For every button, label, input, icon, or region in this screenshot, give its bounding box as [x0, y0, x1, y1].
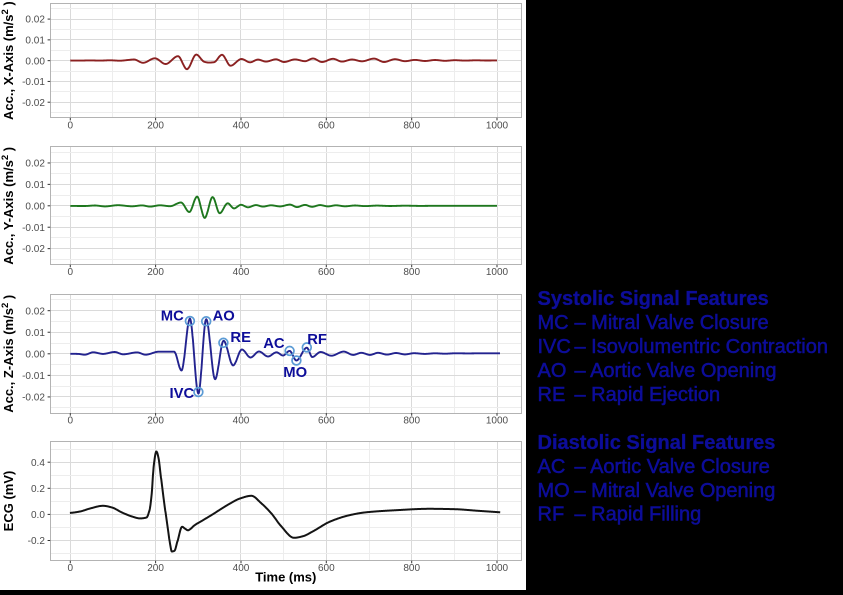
svg-text:AO: AO [213, 309, 235, 325]
svg-text:0.02: 0.02 [25, 159, 45, 170]
svg-text:0.0: 0.0 [31, 510, 45, 521]
svg-text:0.02: 0.02 [25, 15, 45, 26]
svg-text:– Mitral Valve Closure: – Mitral Valve Closure [575, 312, 769, 334]
svg-text:– Mitral Valve Opening: – Mitral Valve Opening [575, 480, 776, 502]
svg-text:Diastolic Signal Features: Diastolic Signal Features [538, 432, 776, 454]
svg-text:800: 800 [403, 563, 420, 574]
svg-text:-0.02: -0.02 [22, 98, 45, 109]
svg-text:400: 400 [233, 267, 250, 278]
svg-text:0.00: 0.00 [25, 349, 45, 360]
svg-text:600: 600 [318, 563, 335, 574]
svg-text:0: 0 [68, 120, 74, 131]
svg-text:0.01: 0.01 [25, 180, 45, 191]
svg-text:IVC: IVC [170, 386, 195, 402]
svg-text:-0.02: -0.02 [22, 393, 45, 404]
svg-text:AC: AC [263, 336, 285, 352]
svg-text:200: 200 [147, 267, 164, 278]
svg-text:– Isovolumentric Contraction: – Isovolumentric Contraction [575, 336, 828, 358]
svg-text:-0.2: -0.2 [28, 536, 46, 547]
svg-text:Acc., Z-Axis (m/s2 ): Acc., Z-Axis (m/s2 ) [0, 295, 16, 413]
svg-text:600: 600 [318, 267, 335, 278]
svg-text:1000: 1000 [486, 120, 509, 131]
svg-text:800: 800 [403, 120, 420, 131]
svg-text:0.4: 0.4 [31, 458, 45, 469]
svg-text:Time (ms): Time (ms) [255, 570, 316, 585]
svg-text:0: 0 [68, 267, 74, 278]
svg-text:200: 200 [147, 120, 164, 131]
svg-text:600: 600 [318, 120, 335, 131]
svg-text:MO: MO [538, 480, 570, 502]
svg-text:800: 800 [403, 267, 420, 278]
svg-text:RE: RE [230, 330, 251, 346]
svg-text:1000: 1000 [486, 416, 509, 427]
svg-text:0.01: 0.01 [25, 328, 45, 339]
svg-text:ECG (mV): ECG (mV) [1, 471, 16, 532]
svg-text:– Aortic Valve Opening: – Aortic Valve Opening [575, 360, 777, 382]
svg-text:-0.01: -0.01 [22, 371, 45, 382]
svg-text:AC: AC [538, 456, 566, 478]
svg-text:– Rapid Filling: – Rapid Filling [575, 504, 702, 526]
svg-text:-0.01: -0.01 [22, 223, 45, 234]
svg-text:1000: 1000 [486, 267, 509, 278]
svg-text:AO: AO [538, 360, 567, 382]
svg-text:-0.02: -0.02 [22, 244, 45, 255]
svg-text:IVC: IVC [538, 336, 571, 358]
svg-text:RF: RF [538, 504, 565, 526]
svg-text:-0.01: -0.01 [22, 77, 45, 88]
svg-text:– Rapid Ejection: – Rapid Ejection [575, 384, 721, 406]
svg-text:1000: 1000 [486, 563, 509, 574]
svg-text:– Aortic Valve Closure: – Aortic Valve Closure [575, 456, 770, 478]
svg-text:0.00: 0.00 [25, 56, 45, 67]
svg-text:0.01: 0.01 [25, 35, 45, 46]
svg-text:0.2: 0.2 [31, 484, 45, 495]
svg-text:Acc., Y-Axis (m/s2 ): Acc., Y-Axis (m/s2 ) [0, 147, 16, 265]
svg-text:200: 200 [147, 416, 164, 427]
svg-text:400: 400 [233, 416, 250, 427]
svg-text:0.00: 0.00 [25, 201, 45, 212]
svg-text:RE: RE [538, 384, 566, 406]
svg-text:800: 800 [403, 416, 420, 427]
svg-text:MC: MC [161, 309, 184, 325]
svg-text:MC: MC [538, 312, 569, 334]
svg-text:400: 400 [233, 120, 250, 131]
svg-text:0.02: 0.02 [25, 306, 45, 317]
svg-text:Systolic Signal Features: Systolic Signal Features [538, 288, 769, 310]
svg-text:RF: RF [307, 332, 327, 348]
svg-text:Acc., X-Axis (m/s2 ): Acc., X-Axis (m/s2 ) [0, 1, 16, 120]
svg-text:200: 200 [147, 563, 164, 574]
svg-text:0: 0 [68, 416, 74, 427]
svg-text:MO: MO [283, 365, 307, 381]
svg-text:400: 400 [233, 563, 250, 574]
svg-text:600: 600 [318, 416, 335, 427]
svg-text:0: 0 [68, 563, 74, 574]
